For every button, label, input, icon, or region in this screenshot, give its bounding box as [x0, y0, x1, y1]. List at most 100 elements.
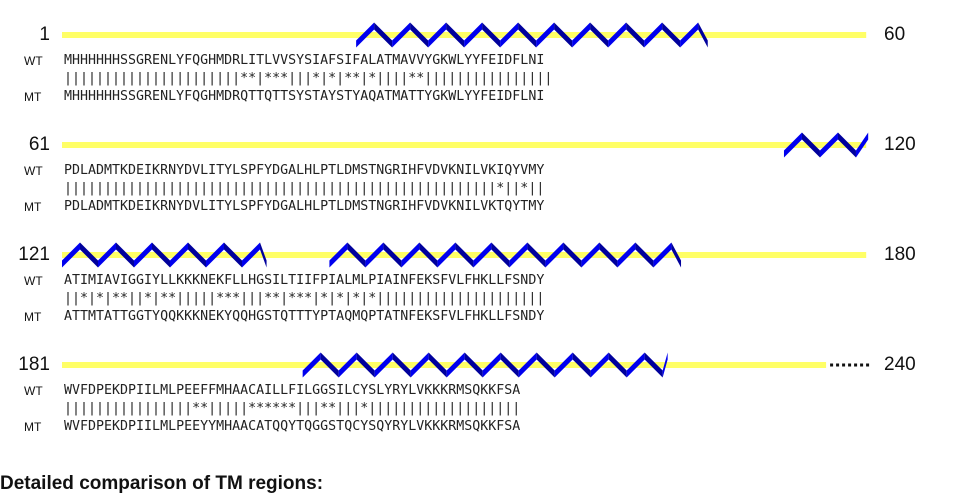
coil-line — [62, 142, 867, 148]
mt-label: MT — [24, 200, 42, 214]
helix-segment — [590, 22, 609, 48]
helix-ribbon — [302, 352, 668, 378]
helix-segment — [855, 132, 869, 158]
alignment-block: 121 180 WT ATIMIAVIGGIYLLKKKNEKFLLHGSILTIIF… — [0, 242, 957, 352]
helix-segment — [134, 242, 152, 268]
helix-segment — [419, 242, 438, 268]
helix-segment — [410, 352, 429, 378]
secondary-structure-track — [62, 22, 867, 48]
helix-segment — [536, 352, 555, 378]
wt-label: WT — [24, 164, 43, 178]
helix-segment — [374, 22, 393, 48]
helix-segment — [242, 242, 260, 268]
helix-segment — [819, 132, 838, 158]
helix-segment — [224, 242, 242, 268]
helix-segment — [428, 22, 447, 48]
helix-segment — [554, 352, 573, 378]
helix-segment — [500, 352, 519, 378]
helix-segment — [80, 242, 98, 268]
helix-segment — [698, 22, 708, 48]
helix-ribbon — [329, 242, 682, 268]
start-position: 121 — [18, 244, 50, 265]
mutant-sequence: MHHHHHHSSGRENLYFQGHMDRQTTQTTSYSTAYSTYAQA… — [64, 89, 545, 104]
section-heading: Detailed comparison of TM regions: — [0, 473, 324, 494]
helix-segment — [356, 352, 375, 378]
end-position: 180 — [884, 244, 916, 265]
helix-segment — [554, 22, 573, 48]
helix-segment — [500, 22, 519, 48]
helix-segment — [671, 242, 682, 268]
helix-segment — [473, 242, 492, 268]
helix-ribbon — [356, 22, 708, 48]
helix-segment — [482, 352, 501, 378]
match-line: ||||||||||||||||**|||||******|||**|||*||… — [64, 401, 521, 416]
helix-segment — [801, 132, 820, 158]
helix-segment — [653, 242, 672, 268]
helix-segment — [635, 242, 654, 268]
helix-segment — [662, 352, 668, 378]
secondary-structure-track — [62, 132, 869, 158]
helix-segment — [783, 132, 802, 158]
helix-segment — [437, 242, 456, 268]
helix-segment — [599, 242, 618, 268]
mt-label: MT — [24, 90, 42, 104]
helix-segment — [608, 22, 627, 48]
helix-segment — [347, 242, 366, 268]
helix-segment — [626, 22, 645, 48]
match-line: ||||||||||||||||||||||||||||||||||||||||… — [64, 181, 545, 196]
secondary-structure-track — [62, 352, 872, 378]
helix-segment — [626, 352, 645, 378]
helix-segment — [98, 242, 116, 268]
secondary-structure-track — [62, 242, 867, 268]
helix-segment — [392, 22, 411, 48]
helix-segment — [644, 22, 663, 48]
helix-segment — [509, 242, 528, 268]
wt-label: WT — [24, 384, 43, 398]
start-position: 1 — [39, 24, 50, 45]
helix-segment — [464, 352, 483, 378]
helix-segment — [116, 242, 134, 268]
helix-segment — [608, 352, 627, 378]
helix-segment — [527, 242, 546, 268]
wt-label: WT — [24, 274, 43, 288]
mutant-sequence: WVFDPEKDPIILMLPEEYYMHAACATQQYTQGGSTQCYSQ… — [64, 419, 521, 434]
match-line: ||*|*|**||*|**|||||***|||**|***|*|*|*|*|… — [64, 291, 545, 306]
helix-segment — [152, 242, 170, 268]
helix-segment — [464, 22, 483, 48]
helix-segment — [837, 132, 856, 158]
start-position: 181 — [18, 354, 50, 375]
mutant-sequence: PDLADMTKDEIKRNYDVLITYLSPFYDGALHLPTLDMSTN… — [64, 199, 545, 214]
helix-segment — [356, 22, 375, 48]
helix-segment — [644, 352, 663, 378]
helix-segment — [320, 352, 339, 378]
helix-segment — [482, 22, 501, 48]
helix-segment — [401, 242, 420, 268]
helix-segment — [680, 22, 699, 48]
helix-segment — [302, 352, 321, 378]
end-position: 60 — [884, 24, 906, 45]
end-position: 240 — [884, 354, 916, 375]
mutant-sequence: ATTMTATTGGTYQQKKKNEKYQQHGSTQTTTYPTAQMQPT… — [64, 309, 545, 324]
helix-segment — [206, 242, 224, 268]
wild-type-sequence: WVFDPEKDPIILMLPEEFFMHAACAILLFILGGSILCYSL… — [64, 383, 521, 398]
helix-segment — [455, 242, 474, 268]
helix-segment — [428, 352, 447, 378]
alignment-block: 181 240 WT WVFDPEKDPIILMLPEEFFMHAACAILLFILG… — [0, 352, 957, 462]
helix-segment — [170, 242, 188, 268]
match-line: ||||||||||||||||||||||**|***|||*|*|**|*|… — [64, 71, 553, 86]
wild-type-sequence: PDLADMTKDEIKRNYDVLITYLSPFYDGALHLPTLDMSTN… — [64, 163, 545, 178]
wt-label: WT — [24, 54, 43, 68]
helix-segment — [572, 352, 591, 378]
helix-segment — [563, 242, 582, 268]
helix-segment — [617, 242, 636, 268]
helix-segment — [329, 242, 348, 268]
helix-segment — [62, 242, 80, 268]
helix-segment — [446, 352, 465, 378]
alignment-block: 1 60 WT MHHHHHHSSGRENLYFQGHMDRLITLVVSYSIAFS… — [0, 22, 957, 132]
start-position: 61 — [28, 134, 50, 155]
helix-ribbon — [62, 242, 267, 268]
helix-segment — [572, 22, 591, 48]
helix-segment — [518, 352, 537, 378]
helix-segment — [581, 242, 600, 268]
end-position: 120 — [884, 134, 916, 155]
